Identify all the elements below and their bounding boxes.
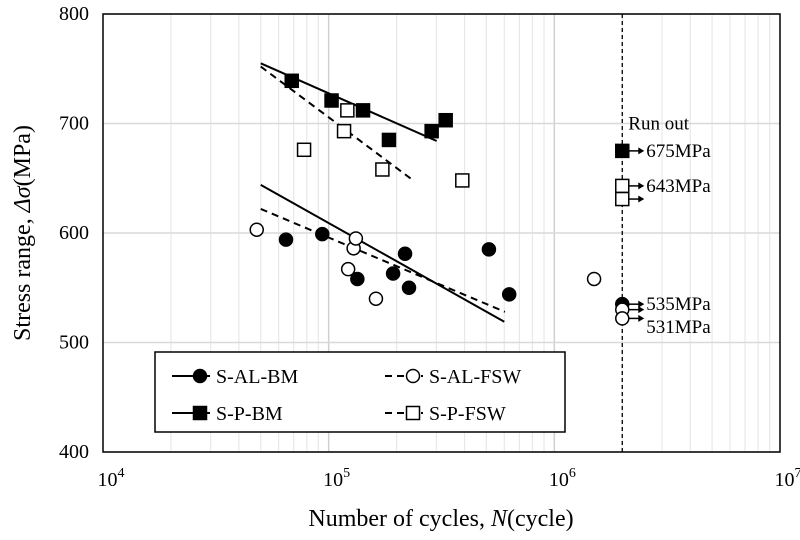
data-point-filled-circle [387, 267, 400, 280]
arrow-head-icon [638, 301, 644, 308]
data-point-open-square [298, 143, 311, 156]
data-point-open-circle [588, 272, 601, 285]
legend-label: S-AL-FSW [429, 366, 521, 388]
data-point-filled-square [616, 144, 629, 157]
data-point-open-square [456, 174, 469, 187]
data-point-open-square [376, 163, 389, 176]
fit-line-s-al-fsw [261, 209, 505, 312]
run-out-value-label: 675MPa [646, 141, 711, 162]
data-point-open-circle [369, 292, 382, 305]
arrow-head-icon [638, 315, 644, 322]
y-tick-label: 500 [59, 332, 89, 354]
data-point-open-square [341, 104, 354, 117]
data-point-filled-circle [194, 370, 207, 383]
run-out-value-label: 643MPa [646, 176, 711, 197]
x-tick-label: 107 [775, 466, 800, 491]
y-tick-label: 400 [59, 441, 89, 463]
x-axis-label: Number of cycles, N(cycle) [308, 506, 573, 532]
y-tick-label: 800 [59, 3, 89, 25]
data-point-open-circle [407, 370, 420, 383]
legend-label: S-AL-BM [216, 366, 298, 388]
arrow-head-icon [638, 196, 644, 203]
data-point-filled-circle [279, 233, 292, 246]
data-point-filled-circle [503, 288, 516, 301]
data-point-open-square [407, 407, 420, 420]
data-point-open-square [616, 193, 629, 206]
data-point-open-square [616, 179, 629, 192]
data-point-filled-circle [399, 247, 412, 260]
arrow-head-icon [638, 306, 644, 313]
data-point-open-circle [342, 263, 355, 276]
data-point-filled-square [439, 114, 452, 127]
data-point-filled-square [285, 74, 298, 87]
arrow-head-icon [638, 147, 644, 154]
x-tick-label: 105 [323, 466, 350, 491]
data-point-filled-square [194, 407, 207, 420]
data-point-filled-square [325, 94, 338, 107]
arrow-head-icon [638, 182, 644, 189]
x-tick-label: 106 [549, 466, 576, 491]
run-out-value-label: 535MPa [646, 294, 711, 315]
data-point-filled-square [357, 104, 370, 117]
y-tick-label: 600 [59, 222, 89, 244]
run-out-label: Run out [628, 114, 689, 135]
x-tick-label: 104 [98, 466, 125, 491]
data-point-filled-circle [482, 243, 495, 256]
data-point-filled-circle [316, 228, 329, 241]
data-point-open-circle [616, 312, 629, 325]
data-point-filled-square [425, 125, 438, 138]
data-point-filled-square [382, 133, 395, 146]
data-point-open-circle [349, 232, 362, 245]
legend-label: S-P-BM [216, 403, 283, 425]
legend-label: S-P-FSW [429, 403, 506, 425]
y-axis-label: Stress range, Δσ(MPa) [10, 125, 36, 341]
data-point-filled-circle [403, 281, 416, 294]
data-point-open-circle [250, 223, 263, 236]
y-tick-label: 700 [59, 113, 89, 135]
run-out-value-label: 531MPa [646, 317, 711, 338]
data-point-open-square [338, 125, 351, 138]
